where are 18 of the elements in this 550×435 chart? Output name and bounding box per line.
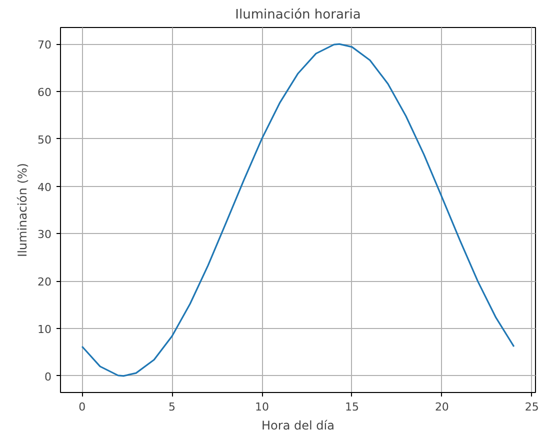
y-tick-label: 40 [38,180,52,194]
x-tick-label: 20 [434,400,449,414]
x-tick-label: 15 [344,400,359,414]
y-tick-label: 70 [38,38,52,52]
chart-title: Iluminación horaria [235,8,361,22]
x-tick-label: 0 [78,400,86,414]
line-series [81,43,515,377]
y-tick-label: 10 [38,323,52,336]
y-tick-label: 20 [38,276,52,289]
y-axis-title: Iluminación (%) [16,163,30,257]
x-tick-label: 25 [524,400,539,414]
y-tick-label: 0 [44,370,52,384]
x-tick-label: 10 [255,400,270,414]
y-tick-label: 50 [38,133,52,146]
y-tick-label: 30 [38,228,52,242]
x-tick-label: 5 [168,400,176,414]
y-tick-label: 60 [38,86,52,99]
x-axis-title: Hora del día [262,418,334,432]
